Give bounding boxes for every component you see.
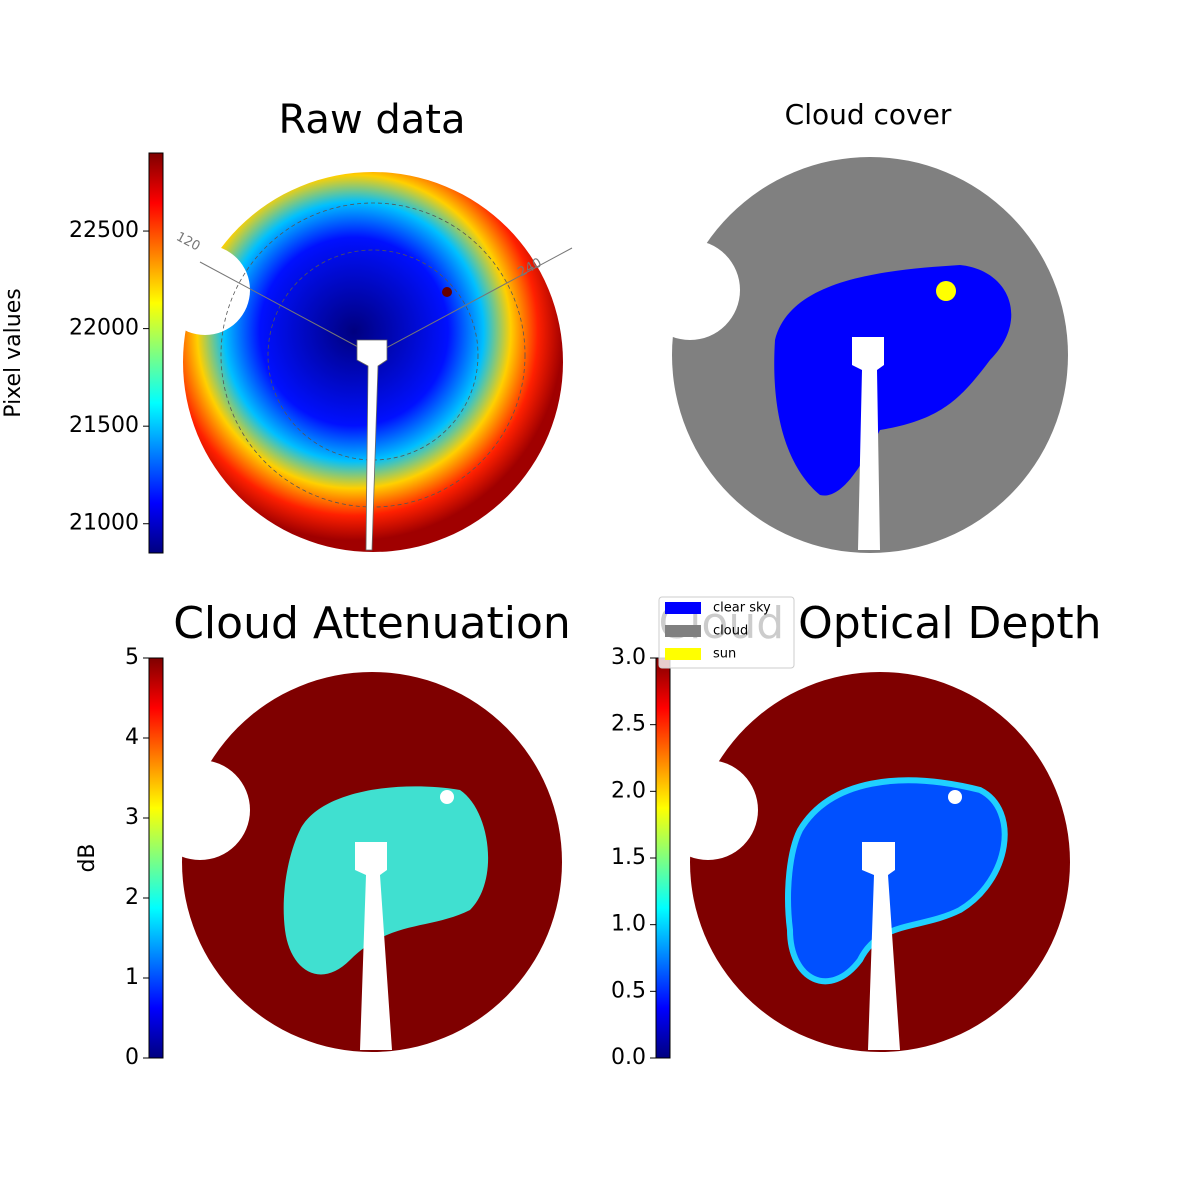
colorbar-tick-label: 4: [125, 725, 139, 750]
colorbar-tick-label: 0: [125, 1045, 139, 1070]
colorbar-tick-label: 0.5: [611, 978, 646, 1003]
colorbar: [148, 657, 164, 1059]
colorbar: [148, 152, 164, 554]
colorbar-tick-label: 1.5: [611, 845, 646, 870]
colorbar-tick-label: 2.5: [611, 712, 646, 737]
colorbar-tick-label: 22000: [69, 316, 139, 341]
colorbar-tick-label: 5: [125, 645, 139, 670]
colorbar-tick-label: 21500: [69, 413, 139, 438]
panel-title: Cloud Attenuation: [173, 598, 571, 649]
colorbar-tick-label: 3.0: [611, 645, 646, 670]
colorbar-tick-label: 21000: [69, 511, 139, 536]
legend-swatch: [665, 648, 701, 660]
colorbar-label: Pixel values: [1, 288, 26, 417]
legend-label: sun: [713, 647, 736, 662]
raw-image: [160, 172, 573, 552]
legend-label: clear sky: [713, 601, 771, 616]
colorbar-tick-label: 1: [125, 965, 139, 990]
optical-depth-image: [658, 672, 1070, 1052]
legend-label: cloud: [713, 624, 748, 639]
colorbar-tick-label: 2.0: [611, 778, 646, 803]
panel-title: Cloud cover: [785, 98, 952, 131]
colorbar-tick-label: 22500: [69, 218, 139, 243]
colorbar-tick-label: 2: [125, 885, 139, 910]
attenuation-image: [150, 672, 562, 1052]
colorbar-label: dB: [75, 843, 100, 872]
colorbar-tick-label: 0.0: [611, 1045, 646, 1070]
legend-swatch: [665, 602, 701, 614]
panel-title: Raw data: [279, 97, 466, 143]
colorbar-tick-label: 3: [125, 805, 139, 830]
colorbar: [655, 657, 671, 1059]
colorbar-tick-label: 1.0: [611, 912, 646, 937]
cloud-cover-image: [640, 157, 1068, 553]
legend-swatch: [665, 625, 701, 637]
